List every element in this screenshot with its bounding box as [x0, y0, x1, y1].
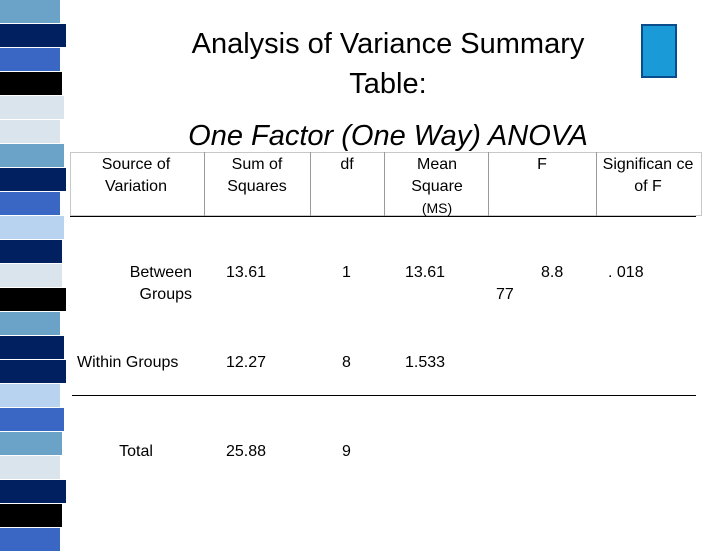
row-ss-within: 12.27: [226, 354, 267, 371]
row-ss-total: 25.88: [226, 443, 267, 460]
row-source-within: Within Groups: [77, 354, 179, 371]
header-divider: [488, 152, 489, 216]
row-ms-within: 1.533: [405, 354, 446, 371]
total-divider: [72, 395, 696, 396]
header-divider: [204, 152, 205, 216]
header-divider: [310, 152, 311, 216]
row-f-between-part2: 77: [496, 286, 514, 303]
row-df-between: 1: [342, 264, 351, 281]
decorative-stripe: [0, 0, 66, 552]
header-mean-square: Mean Square: [411, 156, 463, 195]
header-df: df: [340, 156, 354, 173]
header-source: Source of Variation: [101, 156, 171, 195]
row-source-total: Total: [119, 443, 153, 460]
header-mean-square-abbr: (MS): [421, 200, 453, 216]
row-df-within: 8: [342, 354, 351, 371]
row-f-between-part1: 8.8: [541, 264, 564, 281]
header-divider: [596, 152, 597, 216]
header-f: F: [537, 156, 547, 173]
page-title: Analysis of Variance Summary Table:: [191, 28, 585, 100]
row-sig-between: . 018: [608, 264, 644, 281]
page-subtitle: One Factor (One Way) ANOVA: [188, 120, 588, 152]
header-significance: Significan ce of F: [602, 156, 694, 195]
row-ss-between: 13.61: [226, 264, 267, 281]
header-divider: [384, 152, 385, 216]
header-underline: [70, 216, 696, 217]
accent-square: [641, 24, 677, 78]
row-source-between: Between Groups: [129, 264, 192, 303]
row-ms-between: 13.61: [405, 264, 446, 281]
row-df-total: 9: [342, 443, 351, 460]
header-sum-of-squares: Sum of Squares: [227, 156, 287, 195]
